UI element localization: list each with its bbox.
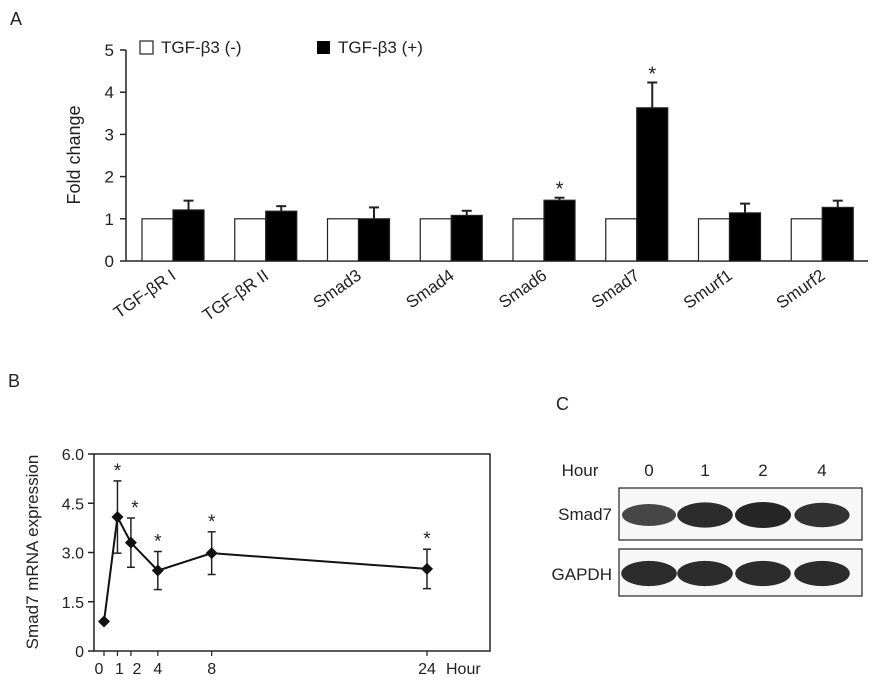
western-blot-panel-c: Hour 0 1 2 4 Smad7 GAPDH bbox=[552, 461, 863, 597]
significance-star-4h: * bbox=[154, 532, 162, 553]
x-tick-label-smad6: Smad6 bbox=[495, 266, 550, 312]
significance-star-smad7: * bbox=[648, 63, 656, 85]
series-line-smad7 bbox=[103, 513, 428, 622]
blot-band-smad7-4 bbox=[794, 502, 850, 528]
significance-star-smad6: * bbox=[556, 179, 564, 201]
panel-label-a: A bbox=[10, 9, 22, 29]
x-tick-label-smad7: Smad7 bbox=[588, 266, 643, 312]
bars-a: ** bbox=[141, 63, 854, 262]
bar-smad4-tgfb3-plus bbox=[450, 214, 483, 262]
data-point-1h bbox=[111, 511, 124, 524]
x-tick-label-smurf1: Smurf1 bbox=[680, 266, 736, 313]
blot-band-smad7-2 bbox=[735, 502, 791, 528]
y-tick-label-b: 1.5 bbox=[62, 595, 84, 612]
bar-tgf-r-ii-tgfb3-plus bbox=[265, 210, 298, 262]
x-tick-label-b: 1 bbox=[115, 661, 124, 678]
y-tick-label-b: 4.5 bbox=[62, 496, 84, 513]
bar-smad3-tgfb3-plus bbox=[357, 218, 391, 262]
blot-lane-label-2: 2 bbox=[758, 461, 767, 480]
x-tick-label-b: 24 bbox=[418, 661, 436, 678]
bar-tgf-r-i-tgfb3-plus bbox=[172, 209, 205, 262]
x-tick-label-smurf2: Smurf2 bbox=[773, 266, 829, 313]
x-tick-labels-a: TGF-βR I TGF-βR II Smad3 Smad4 Smad6 Smad7 Smu… bbox=[110, 266, 828, 325]
x-ticks-b: 0 1 2 4 8 24 bbox=[95, 651, 436, 678]
data-point-0h bbox=[98, 615, 110, 628]
data-point-4h bbox=[151, 564, 164, 577]
line-chart-panel-b: 01.53.04.56.0 0 1 2 4 8 24 Smad7 mRNA express… bbox=[23, 447, 491, 678]
blot-lane-label-0: 0 bbox=[644, 461, 653, 480]
blot-band-gapdh-1 bbox=[677, 560, 733, 587]
significance-star-1h: * bbox=[114, 461, 122, 482]
x-tick-label-smad3: Smad3 bbox=[310, 266, 365, 312]
blot-lane-label-1: 1 bbox=[700, 461, 709, 480]
legend-a: TGF-β3 (-) TGF-β3 (+) bbox=[139, 38, 423, 57]
bar-smurf2-tgfb3-minus bbox=[790, 218, 823, 262]
x-tick-label-smad4: Smad4 bbox=[403, 266, 458, 312]
y-tick-label-a: 2 bbox=[105, 168, 114, 187]
x-tick-label-tgf-r-i: TGF-βR I bbox=[110, 266, 179, 322]
y-tick-label-b: 6.0 bbox=[62, 447, 84, 464]
blot-row-label-gapdh: GAPDH bbox=[552, 565, 612, 584]
legend-label-tgfb3-plus: TGF-β3 (+) bbox=[338, 38, 423, 57]
blot-header-label: Hour bbox=[562, 461, 599, 480]
x-tick-label-b: 8 bbox=[207, 661, 216, 678]
bar-tgf-r-ii-tgfb3-minus bbox=[234, 218, 267, 262]
significance-star-8h: * bbox=[208, 512, 216, 533]
bar-smad4-tgfb3-minus bbox=[419, 218, 452, 262]
legend-label-tgfb3-minus: TGF-β3 (-) bbox=[161, 38, 242, 57]
blot-rows: Smad7 GAPDH bbox=[552, 487, 863, 597]
blot-band-smad7-0 bbox=[622, 504, 676, 526]
y-axis-label-a: Fold change bbox=[64, 105, 84, 204]
legend-swatch-tgfb3-minus bbox=[139, 40, 154, 55]
data-point-2h bbox=[124, 536, 137, 549]
y-tick-label-b: 3.0 bbox=[62, 546, 84, 563]
bar-smad7-tgfb3-plus bbox=[636, 107, 669, 262]
blot-band-smad7-1 bbox=[677, 502, 733, 528]
y-tick-label-a: 1 bbox=[105, 210, 114, 229]
y-tick-label-a: 5 bbox=[105, 41, 114, 60]
bar-smurf2-tgfb3-plus bbox=[821, 206, 854, 262]
y-tick-label-a: 3 bbox=[105, 125, 114, 144]
blot-lane-labels: 0 1 2 4 bbox=[644, 461, 826, 480]
blot-band-gapdh-0 bbox=[621, 560, 677, 587]
panel-label-c: C bbox=[556, 394, 569, 414]
y-tick-label-b: 0 bbox=[75, 644, 84, 661]
blot-row-label-smad7: Smad7 bbox=[558, 505, 612, 524]
x-tick-label-b: 0 bbox=[95, 661, 104, 678]
bar-smad6-tgfb3-plus bbox=[543, 199, 576, 262]
data-point-8h bbox=[205, 547, 218, 560]
x-tick-label-b: 2 bbox=[132, 661, 141, 678]
panel-label-b: B bbox=[8, 371, 20, 391]
y-tick-label-a: 4 bbox=[105, 83, 114, 102]
y-ticks-b: 0 1.5 3.0 4.5 6.0 bbox=[62, 447, 94, 661]
bar-tgf-r-i-tgfb3-minus bbox=[141, 218, 174, 262]
series-b: * * * * * bbox=[98, 461, 433, 628]
bar-smurf1-tgfb3-minus bbox=[697, 218, 731, 262]
x-axis-label-b: Hour bbox=[446, 661, 481, 678]
bar-smad3-tgfb3-minus bbox=[326, 218, 360, 262]
bar-smurf1-tgfb3-plus bbox=[728, 212, 762, 262]
bar-smad6-tgfb3-minus bbox=[512, 218, 545, 262]
blot-band-gapdh-2 bbox=[735, 560, 791, 587]
significance-star-2h: * bbox=[131, 498, 139, 519]
x-tick-label-b: 4 bbox=[153, 661, 162, 678]
blot-lane-label-4: 4 bbox=[817, 461, 826, 480]
y-ticks-a: 0 1 2 3 4 5 bbox=[105, 41, 126, 271]
y-axis-label-b: Smad7 mRNA expression bbox=[23, 455, 42, 650]
legend-swatch-tgfb3-plus bbox=[317, 41, 330, 54]
data-point-24h bbox=[421, 562, 433, 575]
x-tick-label-tgf-r-ii: TGF-βR II bbox=[199, 266, 272, 325]
significance-star-24h: * bbox=[423, 529, 431, 550]
y-tick-label-a: 0 bbox=[105, 252, 114, 271]
blot-band-gapdh-4 bbox=[794, 560, 850, 587]
bar-smad7-tgfb3-minus bbox=[605, 218, 638, 262]
